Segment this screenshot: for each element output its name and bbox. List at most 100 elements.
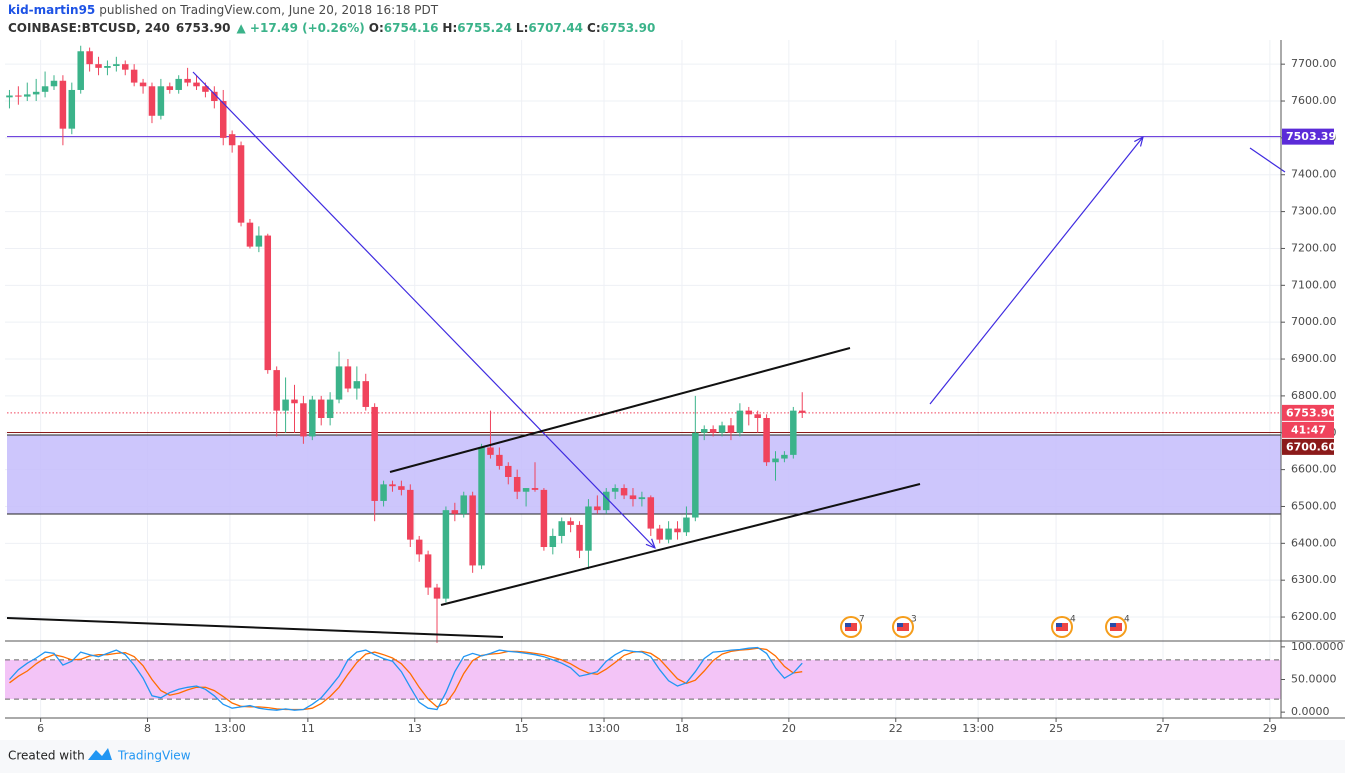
candle-body — [353, 381, 361, 389]
footer-text: Created with — [8, 749, 85, 763]
price-badge-label: 6700.60 — [1286, 440, 1336, 453]
candle-body — [433, 587, 441, 599]
price-badge — [1282, 438, 1334, 455]
candle-body — [264, 235, 272, 371]
event-icon: 3 — [892, 615, 917, 638]
candle-body — [300, 403, 307, 437]
candle-body — [718, 425, 726, 433]
candle-body — [531, 488, 539, 490]
trend-line — [1249, 147, 1286, 173]
events: 7 3 4 4 — [840, 615, 1130, 638]
candle-body — [415, 539, 423, 555]
candle-body — [237, 145, 245, 223]
trend-arrow — [192, 71, 655, 548]
event-icon: 7 — [840, 615, 865, 638]
candle-body — [157, 86, 165, 116]
candle-body — [603, 491, 610, 511]
candle-body — [567, 521, 574, 525]
channel-bottom — [440, 483, 921, 606]
x-tick-label: 6 — [37, 722, 44, 735]
x-tick-label: 25 — [1049, 722, 1063, 735]
ohlc-label: O: — [369, 21, 384, 35]
candle-body — [798, 410, 806, 413]
candle-body — [638, 497, 646, 500]
candles — [6, 45, 806, 643]
candle-body — [451, 510, 459, 514]
candle-body — [611, 488, 619, 492]
candle-body — [727, 425, 735, 433]
footer-brand[interactable]: TradingView — [117, 749, 191, 763]
y-tick-label: 6800.00 — [1291, 389, 1337, 402]
candle-body — [104, 66, 111, 68]
candle-body — [362, 381, 370, 407]
candle-body — [398, 486, 405, 490]
x-tick-label: 18 — [675, 722, 689, 735]
x-tick-label: 8 — [144, 722, 151, 735]
x-tick-label: 13:00 — [962, 722, 994, 735]
candle-body — [647, 497, 655, 529]
candle-body — [424, 554, 432, 588]
candle-body — [629, 495, 637, 500]
y-tick-label: 7300.00 — [1291, 205, 1337, 218]
x-tick-label: 22 — [889, 722, 903, 735]
candle-body — [371, 406, 378, 501]
candle-body — [478, 447, 485, 566]
indicator-tick-label: 0.0000 — [1291, 705, 1330, 718]
candle-body — [50, 80, 58, 87]
candle-body — [469, 495, 476, 566]
x-tick-label: 11 — [301, 722, 315, 735]
candle-body — [620, 488, 628, 496]
indicator — [5, 646, 1281, 711]
candle-body — [246, 222, 254, 247]
indicator-tick-label: 50.0000 — [1291, 673, 1337, 686]
candle-body — [576, 524, 583, 551]
candle-body — [184, 78, 191, 83]
candle-body — [505, 465, 512, 477]
candle-body — [139, 82, 147, 87]
candle-body — [59, 80, 67, 129]
x-tick-label: 27 — [1156, 722, 1170, 735]
indicator-d-line — [9, 647, 803, 711]
candle-body — [460, 495, 467, 514]
y-tick-label: 6200.00 — [1291, 610, 1337, 623]
candle-body — [781, 454, 788, 459]
ohlc-label: H: — [442, 21, 457, 35]
candle-body — [442, 510, 450, 599]
candle-body — [113, 64, 120, 67]
event-count: 3 — [911, 615, 917, 625]
candle-body — [389, 484, 396, 487]
candle-body — [380, 484, 387, 501]
candle-body — [77, 51, 84, 90]
x-tick-label: 20 — [782, 722, 796, 735]
candle-body — [166, 86, 174, 90]
y-tick-label: 7200.00 — [1291, 241, 1337, 254]
x-tick-label: 13 — [408, 722, 422, 735]
candle-body — [121, 64, 129, 70]
candle-body — [692, 432, 699, 518]
candle-body — [656, 528, 663, 540]
change: ▲ +17.49 (+0.26%) — [237, 21, 365, 35]
y-tick-label: 7100.00 — [1291, 278, 1337, 291]
support-line — [6, 617, 504, 638]
candle-body — [407, 489, 414, 540]
candle-body — [41, 86, 49, 92]
candle-body — [326, 399, 334, 419]
candle-body — [344, 366, 352, 389]
indicator-band — [5, 659, 1281, 700]
candle-body — [736, 410, 744, 433]
x-tick-label: 15 — [515, 722, 529, 735]
x-tick-label: 13:00 — [214, 722, 246, 735]
candle-body — [700, 429, 708, 433]
candle-body — [772, 458, 779, 463]
event-count: 4 — [1070, 615, 1076, 625]
candle-body — [228, 134, 236, 146]
ohlc-value: 6754.16 — [384, 21, 439, 35]
candle-body — [585, 506, 592, 551]
countdown-label: 41:47 — [1291, 423, 1326, 436]
candle-body — [665, 528, 672, 540]
candle-body — [15, 95, 22, 97]
last-price: 6753.90 — [176, 21, 231, 35]
grid — [5, 40, 1281, 718]
symbol: COINBASE:BTCUSD, 240 — [8, 21, 170, 35]
